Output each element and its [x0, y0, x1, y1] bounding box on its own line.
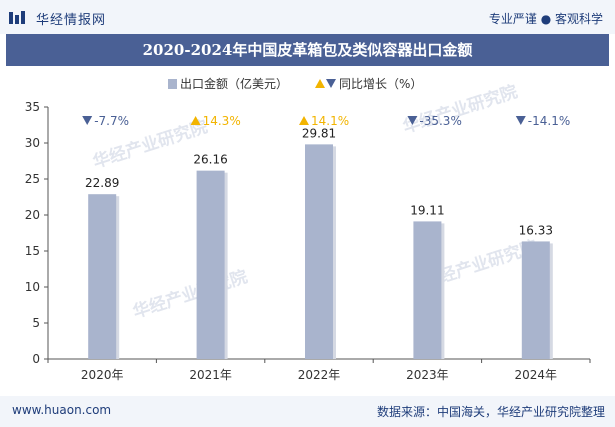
x-category-label: 2022年	[298, 368, 341, 382]
legend-label-growth: 同比增长（%）	[339, 77, 423, 91]
y-tick-label: 5	[32, 316, 40, 330]
y-tick-label: 30	[25, 136, 40, 150]
growth-up-marker	[299, 116, 309, 125]
growth-label: 14.1%	[311, 114, 349, 128]
site-url: www.huaon.com	[12, 403, 112, 417]
x-category-label: 2020年	[81, 368, 124, 382]
y-tick-label: 25	[25, 172, 40, 186]
x-category-label: 2023年	[406, 368, 449, 382]
chart-title: 2020-2024年中国皮革箱包及类似容器出口金额	[142, 41, 473, 59]
bar-value-label: 19.11	[410, 203, 444, 217]
growth-label: -7.7%	[94, 114, 129, 128]
footer-bar: www.huaon.com 数据来源：中国海关，华经产业研究院整理	[0, 396, 615, 427]
growth-label: -14.1%	[528, 114, 570, 128]
legend: 出口金额（亿美元） 同比增长（%）	[0, 75, 615, 95]
data-source: 数据来源：中国海关，华经产业研究院整理	[376, 405, 605, 419]
bar	[196, 170, 225, 359]
growth-down-marker	[407, 116, 418, 125]
bar	[413, 221, 442, 359]
y-tick-label: 15	[25, 244, 40, 258]
bar-value-label: 29.81	[302, 126, 336, 140]
bar-value-label: 22.89	[85, 176, 119, 190]
brand-name: 华经情报网	[36, 13, 107, 28]
growth-down-marker	[82, 116, 93, 125]
header-slogan: 专业严谨 ● 客观科学	[488, 12, 603, 26]
bar	[521, 241, 550, 359]
header-bar: 华经情报网 专业严谨 ● 客观科学	[0, 0, 615, 34]
bar	[88, 194, 117, 359]
x-category-label: 2021年	[189, 368, 232, 382]
y-tick-label: 0	[32, 352, 40, 366]
x-category-label: 2024年	[515, 368, 558, 382]
triangle-up-icon	[315, 79, 325, 88]
legend-bar-swatch	[168, 78, 177, 89]
legend-label-export: 出口金额（亿美元）	[180, 77, 289, 91]
bar-value-label: 16.33	[519, 223, 553, 237]
y-tick-label: 35	[25, 100, 40, 114]
growth-down-marker	[515, 116, 526, 125]
bar	[305, 144, 333, 359]
logo-icon	[9, 11, 25, 24]
triangle-down-icon	[326, 79, 336, 88]
growth-label: -35.3%	[419, 114, 461, 128]
bar-chart: 0 5 10 15 20 25 30 35 22.89 2020年 -7.7% 26.16 2021年 1…	[25, 100, 591, 382]
bar-value-label: 26.16	[193, 153, 227, 167]
growth-up-marker	[190, 116, 201, 125]
legend-item-growth: 同比增长（%）	[315, 75, 422, 92]
growth-label: 14.3%	[203, 114, 241, 128]
y-tick-label: 20	[25, 208, 40, 222]
title-bar: 2020-2024年中国皮革箱包及类似容器出口金额	[6, 34, 609, 66]
legend-item-export: 出口金额（亿美元）	[168, 75, 288, 92]
y-tick-label: 10	[25, 280, 40, 294]
